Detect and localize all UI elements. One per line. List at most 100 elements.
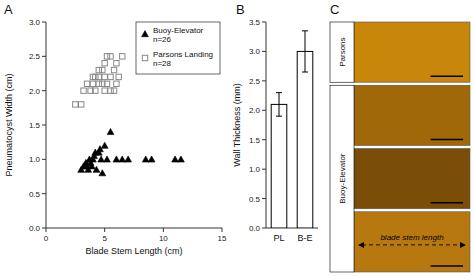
point <box>90 81 95 86</box>
figure: A051015Blade Stem Length (cm)0.00.51.01.… <box>0 0 474 276</box>
legend-frame <box>136 22 220 74</box>
bar <box>297 51 313 228</box>
point <box>114 81 119 86</box>
point <box>108 88 113 93</box>
y-tick <box>42 125 46 126</box>
point <box>125 156 132 162</box>
point <box>81 88 86 93</box>
point <box>108 74 113 79</box>
y-tick-label: 0.5 <box>249 195 261 204</box>
y-tick <box>262 51 266 52</box>
image-panel: ParsonsBuoy-Elevatorblade stem length <box>330 22 470 272</box>
y-tick <box>42 56 46 57</box>
bar <box>271 104 287 228</box>
y-tick-label: 0.0 <box>29 224 41 233</box>
point <box>102 61 107 66</box>
side-label-box <box>330 85 354 272</box>
legend-line: n=28 <box>153 59 172 68</box>
scale-bar <box>431 139 463 141</box>
y-tick <box>262 228 266 229</box>
x-axis-line <box>46 228 222 229</box>
point <box>119 156 126 162</box>
error-bar <box>302 31 308 72</box>
y-tick-label: 3.0 <box>29 18 41 27</box>
legend-marker <box>142 31 149 37</box>
legend: Buoy-Elevatorn=26Parsons Landingn=28 <box>136 22 220 74</box>
point <box>98 156 105 162</box>
legend-line: Buoy-Elevator <box>153 26 204 35</box>
point <box>93 166 100 172</box>
legend-entry: Buoy-Elevatorn=26 <box>153 26 204 44</box>
point <box>107 128 114 134</box>
point <box>104 156 111 162</box>
y-axis-label: Wall Thickness (mm) <box>232 83 242 167</box>
legend-line: n=26 <box>153 35 172 44</box>
y-tick-label: 3.5 <box>249 18 261 27</box>
x-axis: PL B-E <box>266 228 318 243</box>
point <box>102 88 107 93</box>
y-axis: 0.00.51.01.52.02.53.03.5Wall Thickness (… <box>232 18 266 233</box>
y-tick-label: 0.0 <box>249 224 261 233</box>
error-cap <box>302 72 308 73</box>
y-tick-label: 2.0 <box>249 106 261 115</box>
panel-label: A <box>4 2 13 17</box>
scale-bar <box>431 265 463 267</box>
y-tick-label: 1.5 <box>249 136 261 145</box>
point <box>96 74 101 79</box>
y-axis: 0.00.51.01.52.02.53.0Pneumatocyst Width … <box>4 18 46 233</box>
x-tick-label: 0 <box>44 234 49 243</box>
point <box>93 74 98 79</box>
point <box>113 156 120 162</box>
bars <box>271 31 313 228</box>
point <box>84 81 89 86</box>
y-tick-label: 2.5 <box>29 52 41 61</box>
x-axis: 0 5 10 15 Blade Stem Length (cm) <box>44 228 227 256</box>
y-tick <box>42 159 46 160</box>
arrow-head <box>460 242 466 248</box>
point <box>96 67 101 72</box>
y-tick-label: 1.5 <box>29 121 41 130</box>
y-axis-line <box>266 22 267 228</box>
point <box>93 88 98 93</box>
error-bar <box>276 93 282 117</box>
point <box>104 54 109 59</box>
error-line <box>279 93 280 117</box>
point <box>79 102 84 107</box>
point <box>142 156 149 162</box>
point <box>88 163 95 169</box>
error-cap <box>276 116 282 117</box>
error-cap <box>276 92 282 93</box>
x-tick-label: PL <box>273 233 284 243</box>
y-tick <box>262 110 266 111</box>
y-tick <box>42 90 46 91</box>
x-tick <box>222 228 223 232</box>
legend-marker <box>142 55 147 60</box>
y-tick <box>262 198 266 199</box>
x-tick <box>104 228 105 232</box>
panel-label: B <box>236 2 245 17</box>
scale-bar <box>431 202 463 204</box>
point <box>111 88 116 93</box>
side-label-box <box>330 22 354 82</box>
error-cap <box>302 30 308 31</box>
annotation-arrow <box>358 242 466 248</box>
x-tick-label: 5 <box>102 234 107 243</box>
x-tick-label: B-E <box>297 233 312 243</box>
point <box>148 156 155 162</box>
arrow-head <box>358 242 364 248</box>
x-tick-label: 15 <box>218 234 227 243</box>
y-tick <box>262 80 266 81</box>
x-tick-label: 10 <box>159 234 168 243</box>
point <box>108 54 113 59</box>
y-tick-label: 2.5 <box>249 77 261 86</box>
point <box>100 67 105 72</box>
x-tick <box>163 228 164 232</box>
point <box>114 61 119 66</box>
y-tick <box>42 193 46 194</box>
y-tick-label: 2.0 <box>29 87 41 96</box>
image <box>354 85 470 145</box>
point <box>104 81 109 86</box>
y-tick-label: 3.0 <box>249 47 261 56</box>
point <box>96 81 101 86</box>
x-axis-label: Blade Stem Length (cm) <box>85 246 182 256</box>
